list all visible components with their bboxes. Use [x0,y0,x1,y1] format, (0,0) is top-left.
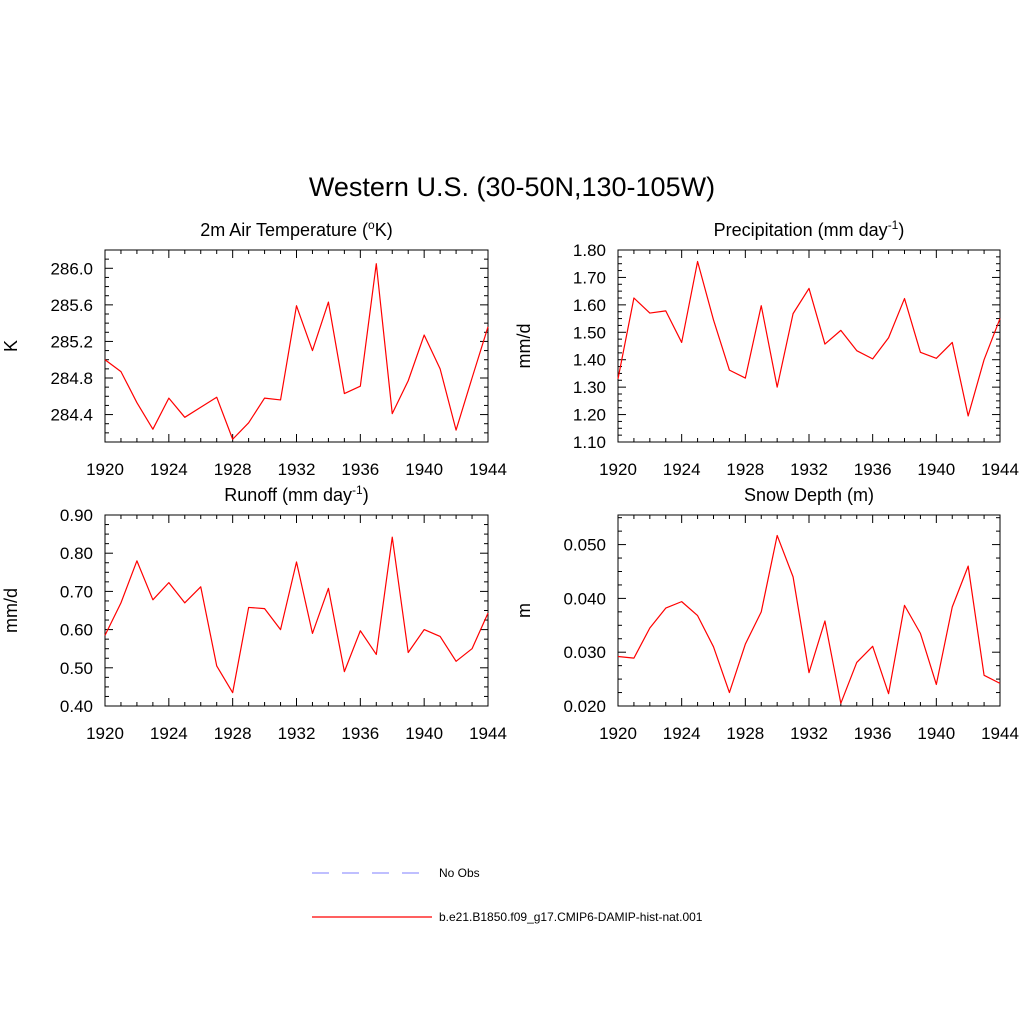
y-tick-label: 0.70 [60,582,93,601]
x-tick-label: 1944 [981,724,1019,743]
x-tick-label: 1936 [341,724,379,743]
panel-title-part: o [368,218,375,232]
panel-title: Precipitation (mm day-1) [714,218,905,240]
x-tick-label: 1932 [278,460,316,479]
y-tick-label: 0.80 [60,544,93,563]
y-tick-label: 284.8 [50,369,93,388]
plot-frame [104,249,489,443]
x-tick-label: 1920 [599,724,637,743]
x-tick-label: 1928 [214,724,252,743]
plot-frame [617,514,1001,707]
y-tick-label: 1.40 [573,351,606,370]
legend-label: b.e21.B1850.f09_g17.CMIP6-DAMIP-hist-nat… [439,910,703,924]
x-tick-label: 1928 [726,724,764,743]
panel-title-part: ) [898,220,904,240]
y-tick-label: 0.030 [563,643,606,662]
y-tick-label: 1.60 [573,296,606,315]
x-tick-label: 1940 [917,724,955,743]
y-tick-label: 0.90 [60,506,93,525]
x-tick-label: 1932 [790,460,828,479]
x-tick-label: 1924 [150,460,188,479]
panel-precipitation: Precipitation (mm day-1) mm/d 1920 1924 1928… [514,218,1019,479]
panel-title: Runoff (mm day-1) [224,483,368,505]
x-tick-label: 1928 [726,460,764,479]
legend: No Obs b.e21.B1850.f09_g17.CMIP6-DAMIP-hi… [312,866,703,924]
x-tick-label: 1920 [86,724,124,743]
y-axis-label: mm/d [1,588,21,633]
plot-frame [617,249,1001,443]
series-line [104,536,489,694]
y-tick-label: 0.60 [60,621,93,640]
x-tick-label: 1940 [405,724,443,743]
x-tick-label: 1928 [214,460,252,479]
y-tick-label: 1.10 [573,433,606,452]
x-tick-label: 1944 [469,724,507,743]
y-tick-label: 0.50 [60,659,93,678]
x-tick-label: 1932 [278,724,316,743]
x-tick-label: 1924 [663,460,701,479]
x-tick-label: 1924 [663,724,701,743]
panel-title: Snow Depth (m) [744,485,874,505]
x-tick-label: 1940 [405,460,443,479]
plot-frame [104,514,489,707]
panel-title-part: Snow Depth (m) [744,485,874,505]
x-tick-label: 1932 [790,724,828,743]
y-tick-label: 0.020 [563,697,606,716]
y-tick-label: 284.4 [50,406,93,425]
series-line [104,263,489,440]
series-line [617,260,1001,417]
y-tick-label: 1.80 [573,241,606,260]
y-axis-label: m [514,603,534,618]
panel-title: 2m Air Temperature (oK) [200,218,392,240]
figure-title: Western U.S. (30-50N,130-105W) [309,172,715,202]
panel-title-part: -1 [888,218,899,232]
y-tick-label: 285.6 [50,296,93,315]
x-tick-label: 1936 [854,724,892,743]
x-tick-label: 1940 [917,460,955,479]
y-tick-label: 0.040 [563,589,606,608]
x-tick-label: 1924 [150,724,188,743]
x-tick-label: 1920 [86,460,124,479]
y-tick-label: 0.40 [60,697,93,716]
legend-label: No Obs [439,866,480,880]
y-axis-label: K [1,340,21,352]
panel-snow-depth: Snow Depth (m) m 1920 1924 1928 1932 1936 1940 1… [514,485,1019,743]
y-tick-label: 1.70 [573,268,606,287]
panel-title-part: 2m Air Temperature ( [200,220,368,240]
panels: 2m Air Temperature (oK) K 1920 1924 1928 1932… [1,218,1019,743]
panel-title-part: Precipitation (mm day [714,220,888,240]
x-tick-label: 1944 [981,460,1019,479]
x-tick-label: 1936 [341,460,379,479]
legend-item: b.e21.B1850.f09_g17.CMIP6-DAMIP-hist-nat… [312,910,703,924]
x-tick-label: 1936 [854,460,892,479]
panel-title-part: ) [363,485,369,505]
y-tick-label: 1.30 [573,378,606,397]
x-tick-label: 1920 [599,460,637,479]
y-tick-label: 285.2 [50,332,93,351]
x-tick-label: 1944 [469,460,507,479]
legend-item: No Obs [312,866,480,880]
panel-air-temperature: 2m Air Temperature (oK) K 1920 1924 1928 1932… [1,218,507,479]
y-tick-label: 286.0 [50,259,93,278]
panel-title-part: Runoff (mm day [224,485,352,505]
y-axis-label: mm/d [514,324,534,369]
y-tick-label: 1.50 [573,323,606,342]
y-tick-label: 0.050 [563,536,606,555]
panel-title-part: -1 [352,483,363,497]
panel-runoff: Runoff (mm day-1) mm/d 1920 1924 1928 1932 193… [1,483,507,743]
series-line [617,534,1001,704]
y-tick-label: 1.20 [573,406,606,425]
panel-title-part: K) [375,220,393,240]
